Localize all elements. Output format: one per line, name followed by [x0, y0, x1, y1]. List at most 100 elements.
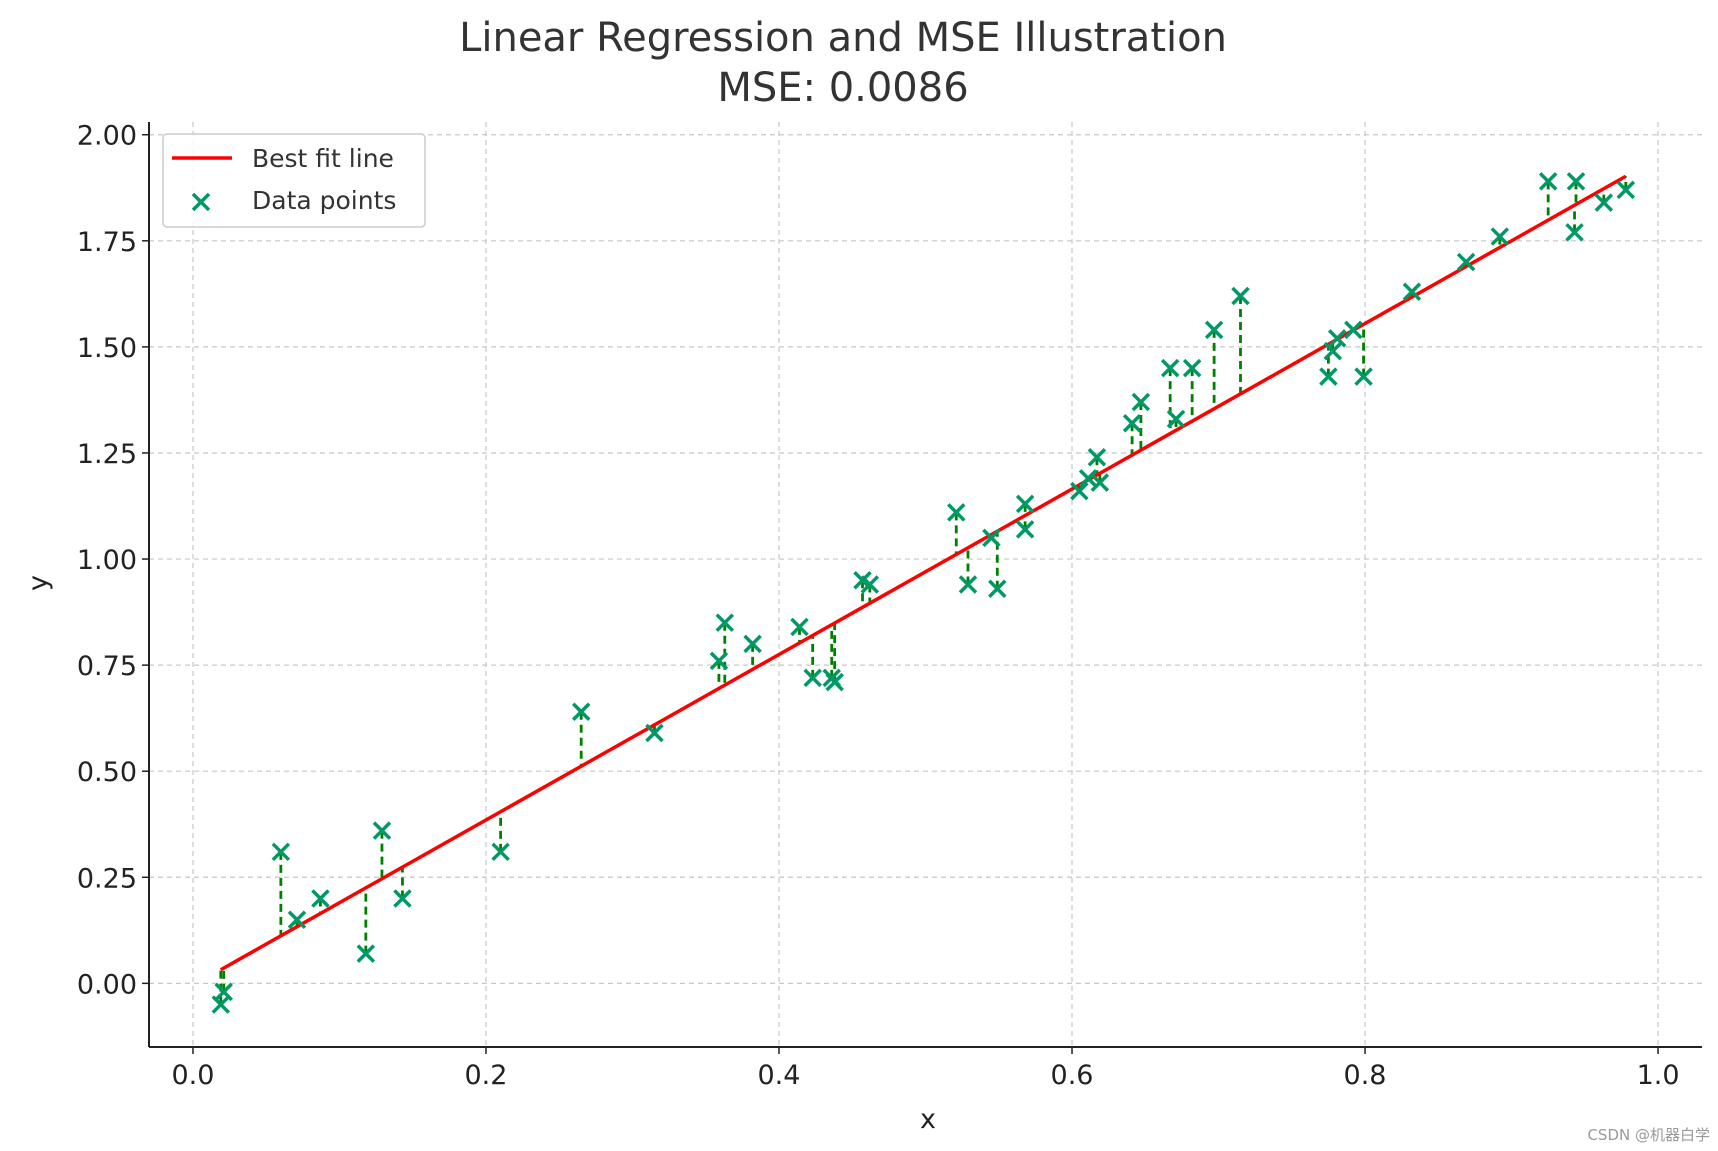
data-point-stroke — [947, 503, 966, 522]
data-point-stroke — [1565, 223, 1584, 242]
x-tick-label: 0.8 — [1344, 1060, 1387, 1091]
data-point — [1087, 447, 1107, 467]
y-tick-label: 0.25 — [77, 863, 137, 894]
data-point-stroke — [372, 821, 392, 840]
x-tick-label: 0.0 — [171, 1060, 214, 1091]
data-point — [743, 634, 762, 654]
data-point — [1354, 367, 1373, 386]
fit-line-layer — [219, 174, 1627, 972]
x-axis-label: x — [920, 1104, 936, 1135]
data-point-stroke — [645, 723, 664, 743]
legend: Best fit line Data points — [162, 133, 426, 228]
data-point-stroke — [271, 842, 291, 862]
data-point — [1090, 473, 1110, 492]
data-point-stroke — [214, 982, 233, 1002]
data-point — [1327, 329, 1347, 348]
data-point — [1015, 494, 1035, 514]
y-tick-label: 1.00 — [77, 545, 137, 576]
data-point — [1015, 520, 1035, 539]
watermark: CSDN @机器白学 — [1587, 1126, 1710, 1144]
y-tick-label: 0.75 — [77, 651, 137, 682]
data-point — [947, 503, 966, 522]
data-point-stroke — [311, 889, 330, 908]
data-point — [1616, 180, 1636, 200]
data-point — [1160, 358, 1180, 378]
data-point-stroke — [1327, 329, 1347, 348]
data-point-stroke — [860, 575, 880, 594]
data-point-stroke — [1566, 172, 1586, 191]
data-point-stroke — [709, 651, 729, 671]
data-point — [958, 575, 978, 594]
data-point-stroke — [790, 617, 809, 637]
data-point-stroke — [1323, 341, 1343, 361]
data-point-stroke — [803, 668, 822, 688]
data-point-stroke — [715, 613, 735, 632]
data-points — [211, 172, 1636, 1014]
data-point-stroke — [1344, 320, 1363, 340]
data-point — [709, 651, 729, 671]
data-point-stroke — [1087, 447, 1107, 467]
data-point-stroke — [1070, 481, 1089, 501]
data-point-stroke — [825, 672, 844, 692]
data-point — [1456, 252, 1476, 272]
chart-title: Linear Regression and MSE Illustration — [459, 15, 1227, 61]
data-point-stroke — [743, 634, 762, 654]
data-point — [1319, 367, 1338, 386]
data-point — [1204, 320, 1224, 340]
data-point — [1344, 320, 1363, 340]
y-tick-label: 1.75 — [77, 227, 137, 258]
best-fit-line — [219, 174, 1627, 972]
data-point — [356, 944, 376, 963]
data-point — [1565, 223, 1584, 242]
data-point — [1490, 227, 1510, 246]
data-point-stroke — [211, 995, 231, 1014]
data-point-stroke — [287, 910, 307, 929]
data-point-stroke — [1160, 358, 1180, 378]
data-point-stroke — [1354, 367, 1373, 386]
data-point — [1323, 341, 1343, 361]
data-point-stroke — [1131, 392, 1151, 412]
data-point-stroke — [988, 579, 1007, 598]
data-point — [372, 821, 392, 840]
y-tick-label: 1.50 — [77, 333, 137, 364]
axes — [148, 122, 1702, 1048]
data-point — [491, 842, 510, 862]
data-point — [1070, 481, 1089, 501]
data-point-stroke — [356, 944, 376, 963]
legend-label-points: Data points — [252, 186, 396, 215]
x-ticks: 0.0 0.2 0.4 0.6 0.8 1.0 — [171, 1047, 1680, 1091]
data-point — [1231, 286, 1250, 306]
residuals — [219, 176, 1628, 1005]
data-point — [271, 842, 291, 862]
data-point — [982, 528, 1001, 548]
data-point-stroke — [1319, 367, 1338, 386]
data-point-stroke — [958, 575, 978, 594]
data-point — [860, 575, 880, 594]
data-point-stroke — [1078, 469, 1098, 488]
data-point-stroke — [1538, 172, 1558, 191]
grid — [149, 122, 1702, 1047]
data-point — [1182, 358, 1202, 378]
data-point-stroke — [1204, 320, 1224, 340]
data-point-stroke — [571, 702, 591, 722]
y-tick-label: 0.50 — [77, 757, 137, 788]
y-tick-label: 1.25 — [77, 439, 137, 470]
data-point — [1131, 392, 1151, 412]
data-point — [1078, 469, 1098, 488]
data-point-stroke — [1402, 282, 1422, 301]
data-point-stroke — [393, 889, 412, 908]
data-point-stroke — [491, 842, 510, 862]
data-point — [1166, 409, 1186, 429]
data-point — [803, 668, 822, 688]
x-tick-label: 0.6 — [1051, 1060, 1094, 1091]
data-point — [1122, 414, 1142, 433]
data-point-stroke — [1182, 358, 1202, 378]
data-point — [645, 723, 664, 743]
chart-subtitle: MSE: 0.0086 — [717, 65, 968, 111]
data-point — [311, 889, 330, 908]
y-ticks: 0.00 0.25 0.50 0.75 1.00 1.25 1.50 1.75 2.00 — [77, 121, 149, 1000]
data-point-stroke — [1166, 409, 1186, 429]
data-point-stroke — [1616, 180, 1636, 200]
legend-label-line: Best fit line — [252, 144, 394, 173]
x-tick-label: 0.2 — [464, 1060, 507, 1091]
